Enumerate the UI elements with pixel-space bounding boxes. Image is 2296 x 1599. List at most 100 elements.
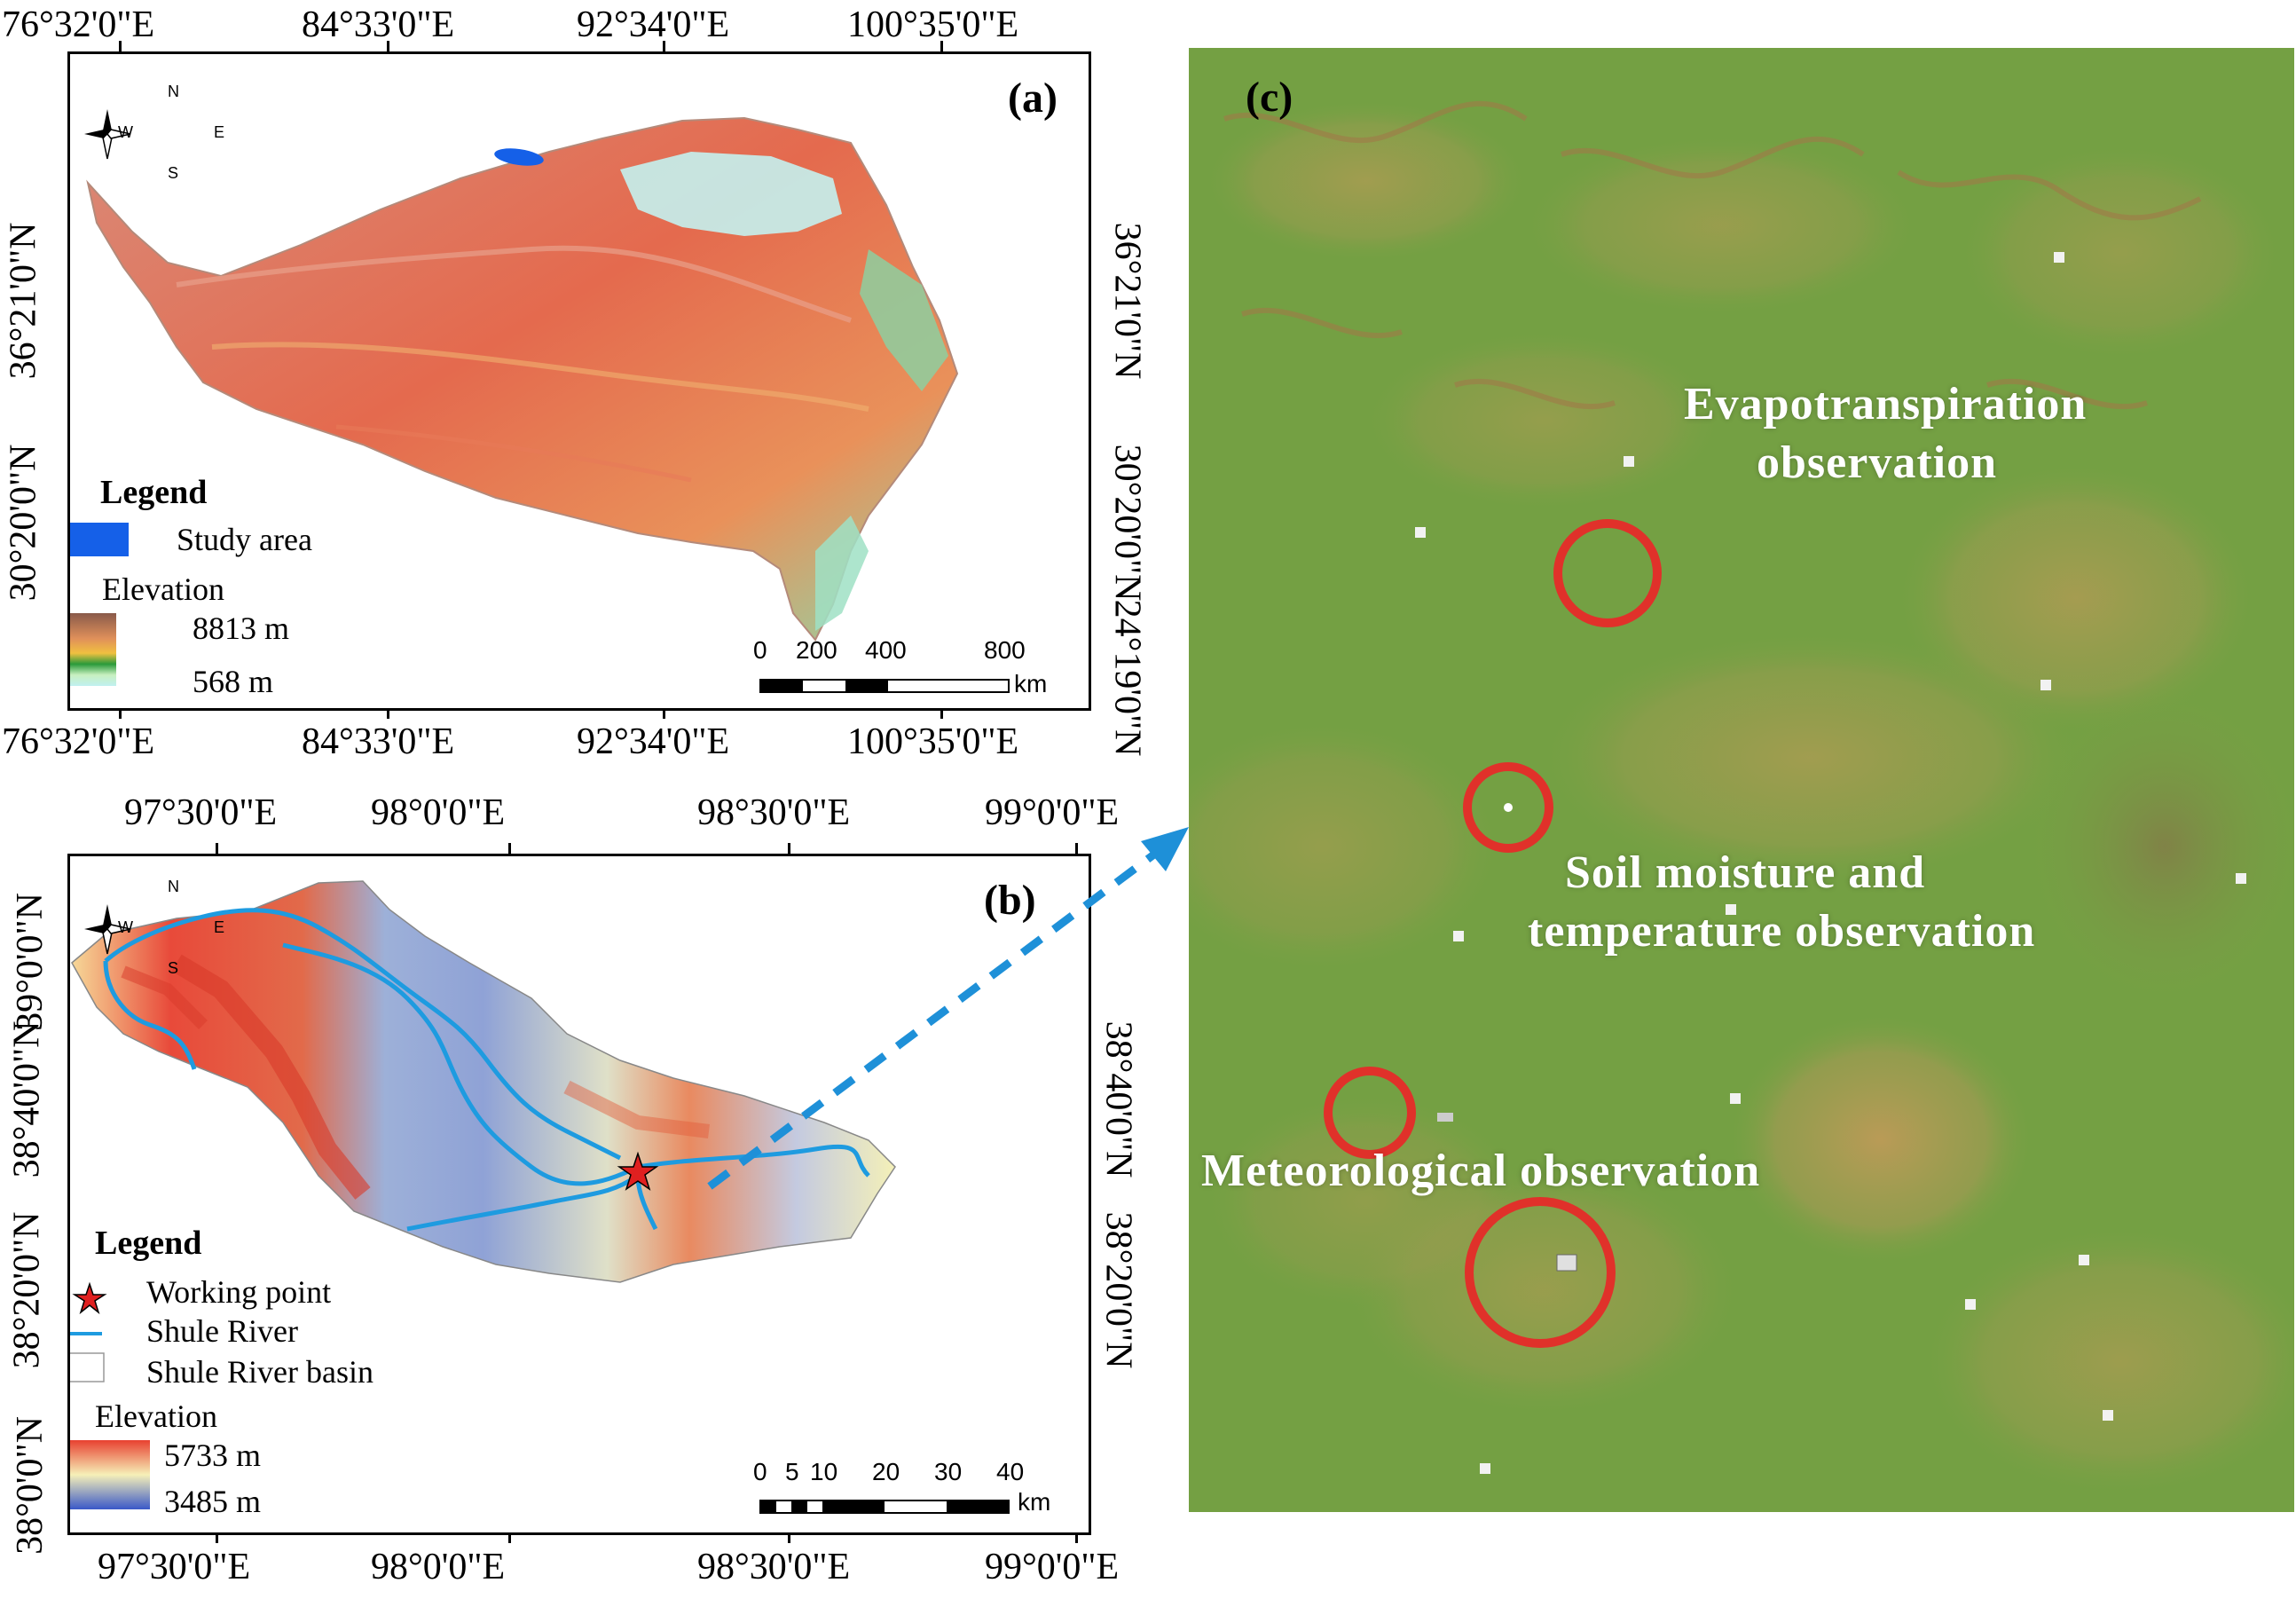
elevation-ramp-b [70,1440,150,1509]
panel-b-right-tick-2: 38°20'0"N [1097,1211,1139,1369]
panel-b-scale-10: 10 [810,1458,838,1485]
panel-a-scale-bar [759,679,1010,693]
elevation-ramp-a [70,613,116,686]
panel-a-top-tick-1: 76°32'0"E [2,4,155,45]
meteorological-circle-2 [1465,1197,1616,1348]
soil-label-line2: temperature observation [1528,906,2036,957]
panel-b-legend-basin: Shule River basin [146,1354,373,1390]
tick [216,1532,218,1543]
panel-a-legend-study-area: Study area [177,522,312,557]
panel-b-scale-bar [759,1500,1010,1514]
tick [508,843,511,854]
panel-b-map [70,880,1010,1514]
panel-a-legend-title: Legend [100,474,208,511]
panel-a-scale-400: 400 [865,636,907,664]
evapotranspiration-label-line2: observation [1757,437,1997,488]
tick [788,843,790,854]
panel-a-legend-elev-high: 8813 m [193,610,290,646]
panel-a-top-tick-3: 92°34'0"E [577,4,730,45]
tick [940,708,943,719]
meteorological-label: Meteorological observation [1201,1146,1761,1196]
panel-b-legend-elev-low: 3485 m [164,1484,262,1519]
panel-b-legend-title: Legend [95,1225,202,1262]
panel-b-scale-40: 40 [996,1458,1025,1485]
panel-a-left-tick-2: 30°20'0"N [3,444,44,602]
panel-a-compass-e: E [214,123,225,141]
panel-b-left-tick-4: 38°0'0"N [9,1416,51,1555]
tick [940,41,943,51]
panel-a-map [70,109,1010,693]
panel-b-bottom-tick-3: 98°30'0"E [697,1547,851,1587]
panel-b-compass-w: W [118,918,133,936]
panel-a-bottom-tick-3: 92°34'0"E [577,721,730,762]
legend-star-icon [72,1281,107,1315]
panel-c-letter: (c) [1246,74,1293,121]
panel-a-legend-elevation-title: Elevation [102,571,224,607]
panel-a-scale-0: 0 [753,636,767,664]
panel-a-frame: N W E S (a) Legend Study area Elevation … [67,51,1091,711]
panel-b-right-tick-1: 38°40'0"N [1097,1020,1139,1178]
panel-a-legend-elev-low: 568 m [193,664,274,699]
panel-a-compass-n: N [168,83,179,100]
tick [663,708,665,719]
panel-b-letter: (b) [984,877,1036,924]
tick [1075,843,1078,854]
meteorological-circle-1 [1324,1067,1416,1159]
panel-b-legend-working-point: Working point [146,1274,332,1310]
panel-a-scale-800: 800 [984,636,1026,664]
panel-a-compass [84,109,131,160]
panel-a-top-tick-2: 84°33'0"E [302,4,455,45]
panel-b-top-tick-2: 98°0'0"E [371,792,506,833]
soil-label-line1: Soil moisture and [1565,847,1926,898]
panel-b-left-tick-1: 39°0'0"N [9,893,51,1031]
tick [508,1532,511,1543]
soil-moisture-circle [1463,762,1553,853]
panel-b-scale-20: 20 [872,1458,900,1485]
panel-b-left-tick-3: 38°20'0"N [6,1211,48,1369]
panel-b-bottom-tick-1: 97°30'0"E [98,1547,251,1587]
panel-b-bottom-tick-2: 98°0'0"E [371,1547,506,1587]
panel-b-legend-elev-high: 5733 m [164,1438,262,1473]
panel-b-compass-e: E [214,918,225,936]
legend-basin-icon [70,1352,105,1382]
panel-a-letter: (a) [1008,75,1058,122]
aerial-photo [1189,48,2294,1512]
tick [119,41,122,51]
tick [216,843,218,854]
panel-a-right-tick-3: 24°19'0"N [1106,599,1148,757]
panel-a-scale-unit: km [1014,670,1048,697]
panel-b-top-tick-4: 99°0'0"E [985,792,1120,833]
tick [788,1532,790,1543]
panel-b-scale-unit: km [1018,1488,1051,1516]
evapotranspiration-circle [1553,519,1662,627]
panel-b-top-tick-3: 98°30'0"E [697,792,851,833]
panel-a-right-tick-2: 30°20'0"N [1106,444,1148,602]
panel-a-bottom-tick-1: 76°32'0"E [2,721,155,762]
panel-b-scale-30: 30 [934,1458,963,1485]
panel-b-compass-s: S [168,959,179,977]
tick [387,708,389,719]
panel-a-bottom-tick-4: 100°35'0"E [847,721,1019,762]
panel-b-left-tick-2: 38°40'0"N [6,1020,48,1178]
panel-b-top-tick-1: 97°30'0"E [124,792,278,833]
tick [1075,1532,1078,1543]
panel-a-right-tick-1: 36°21'0"N [1106,222,1148,380]
panel-a-scale-200: 200 [796,636,837,664]
panel-b-frame: N W E S (b) Legend Working point Shule R… [67,854,1091,1535]
tick [663,41,665,51]
panel-a-bottom-tick-2: 84°33'0"E [302,721,455,762]
tick [119,708,122,719]
study-area-marker [494,148,544,166]
panel-b-scale-0: 0 [753,1458,767,1485]
panel-a-compass-s: S [168,164,179,182]
panel-c: (c) Evapotranspiration observation Soil … [1189,48,2294,1512]
working-point-star [617,1151,659,1191]
panel-b-compass [84,904,131,955]
panel-b-compass-n: N [168,878,179,895]
panel-b-scale-5: 5 [785,1458,799,1485]
panel-a-top-tick-4: 100°35'0"E [847,4,1019,45]
study-area-swatch [70,523,129,556]
panel-b-legend-elevation-title: Elevation [95,1398,217,1434]
panel-a-left-tick-1: 36°21'0"N [3,222,44,380]
tick [387,41,389,51]
